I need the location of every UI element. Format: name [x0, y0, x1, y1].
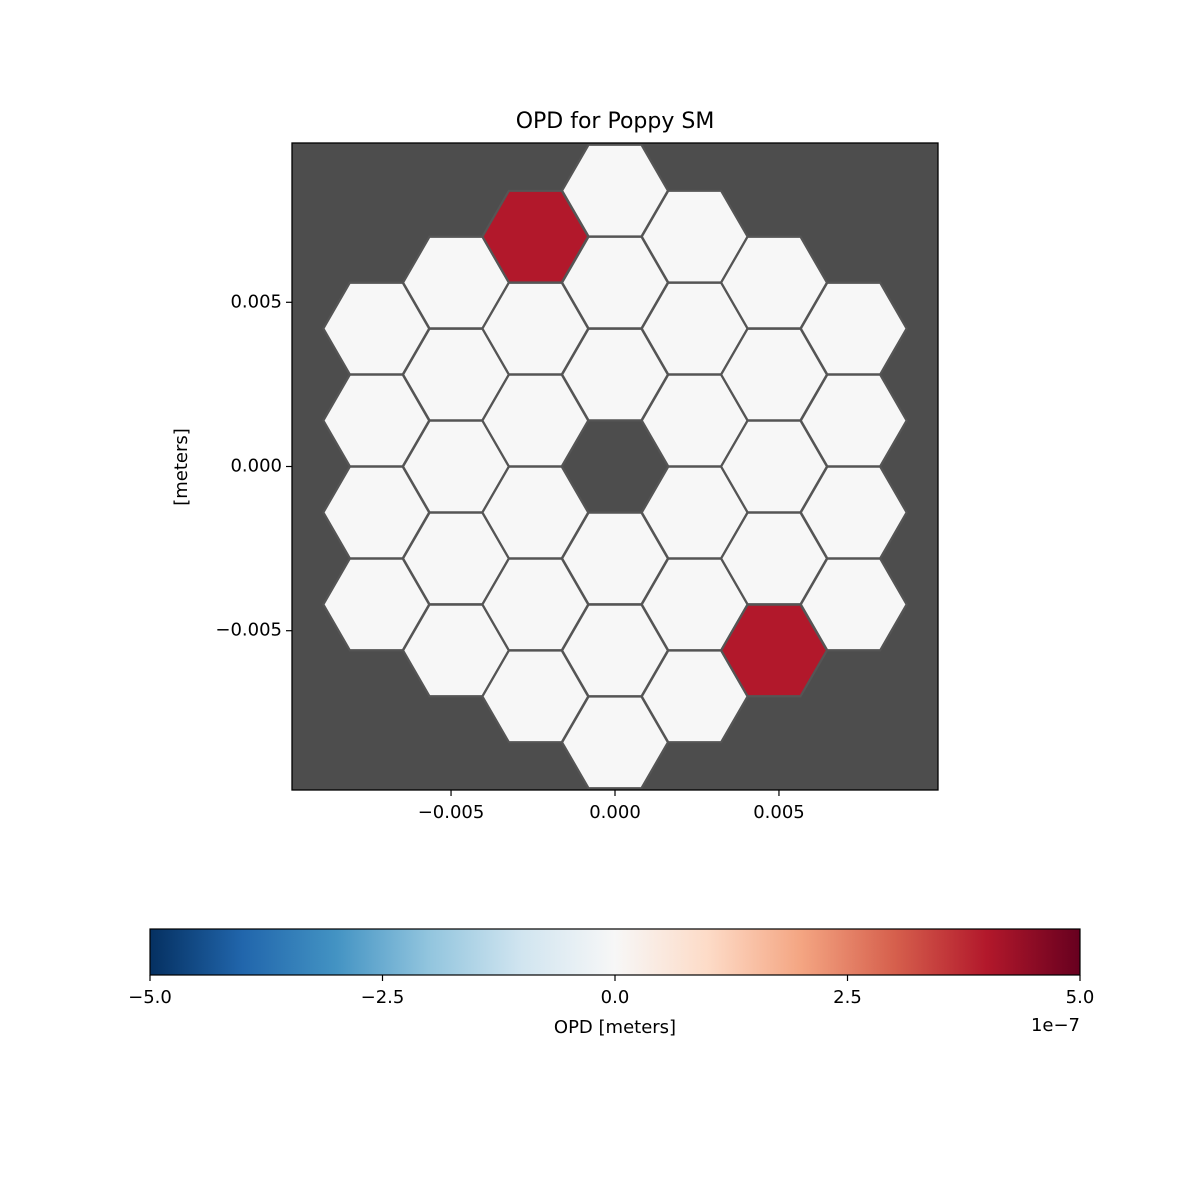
colorbar-tick-label: 0.0: [601, 987, 630, 1008]
x-tick-label: −0.005: [418, 802, 485, 823]
segment: [799, 557, 908, 652]
colorbar-offset: 1e−7: [1031, 1015, 1080, 1036]
overlay: −0.005 0.000 0.005 −0.005 0.000 0.005 −5.0 −2.5…: [128, 142, 1095, 1008]
chart-title: OPD for Poppy SM: [516, 109, 715, 134]
y-tick-label: 0.005: [230, 291, 282, 312]
colorbar: [149, 928, 1081, 976]
colorbar-tick-label: −2.5: [361, 987, 405, 1008]
colorbar-tick-label: 5.0: [1066, 987, 1095, 1008]
colorbar-tick-label: −5.0: [128, 987, 172, 1008]
y-axis-label: [meters]: [171, 428, 192, 506]
y-tick-label: 0.000: [230, 456, 282, 477]
plot-area: [292, 143, 938, 790]
x-tick-label: 0.005: [753, 802, 805, 823]
colorbar-tick-label: 2.5: [833, 987, 862, 1008]
y-tick-label: −0.005: [215, 620, 282, 641]
colorbar-label: OPD [meters]: [554, 1017, 676, 1038]
x-tick-label: 0.000: [589, 802, 641, 823]
